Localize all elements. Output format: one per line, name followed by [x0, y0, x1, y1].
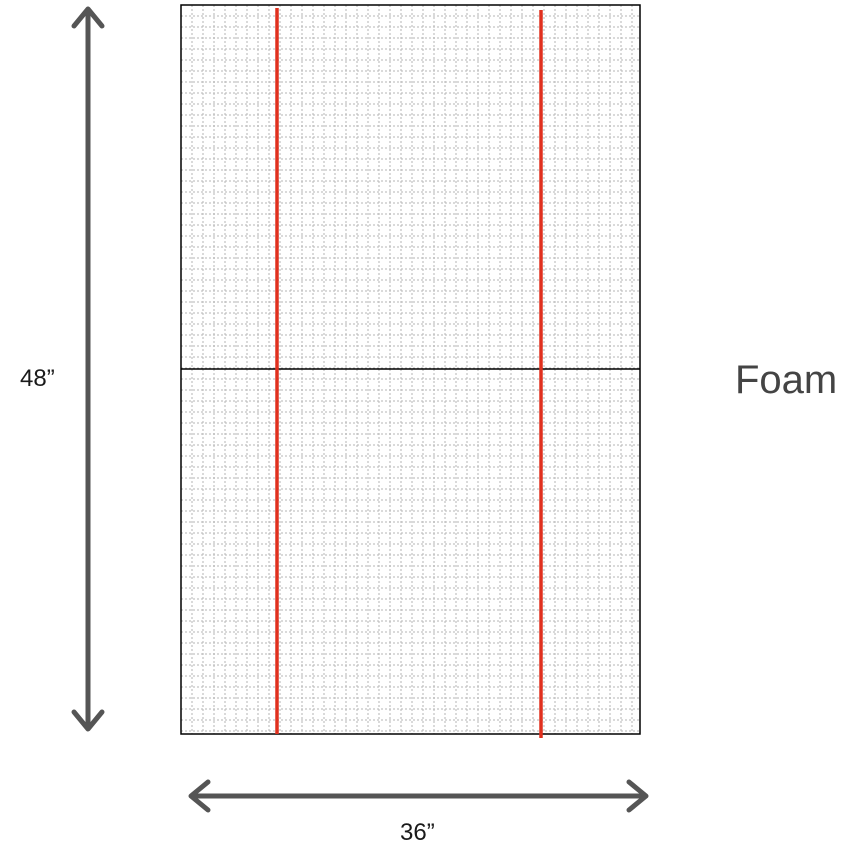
height-arrow-up-head	[71, 6, 105, 29]
width-arrow	[188, 779, 649, 813]
height-arrow-down-head	[71, 709, 105, 732]
width-arrow-right-head	[626, 779, 649, 813]
height-arrow	[71, 6, 105, 732]
material-label: Foam	[735, 358, 837, 402]
height-dimension-label: 48”	[20, 365, 55, 392]
width-dimension-label: 36”	[400, 819, 435, 846]
width-arrow-left-head	[188, 779, 211, 813]
